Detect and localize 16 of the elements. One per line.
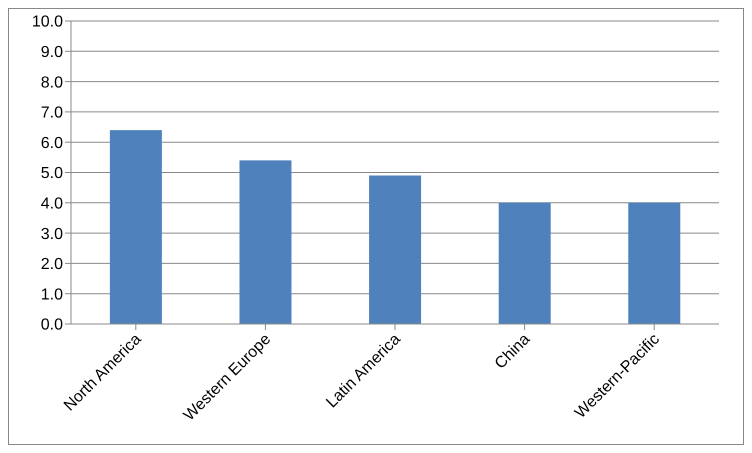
bar [110,130,162,324]
y-tick-label: 10.0 [32,14,64,31]
y-tick-label: 5.0 [40,165,64,182]
y-tick-label: 9.0 [40,44,64,61]
y-tick-label: 3.0 [40,226,64,243]
y-tick-label: 0.0 [40,316,64,334]
y-tick-label: 1.0 [40,286,64,304]
bar [239,160,292,324]
bar [369,176,422,324]
y-tick-label: 6.0 [40,134,64,152]
y-tick-label: 2.0 [40,256,64,274]
y-tick-label: 8.0 [40,74,64,92]
y-tick-label: 7.0 [40,104,64,122]
bar [628,202,680,324]
y-tick-label: 4.0 [40,195,64,212]
bar [498,202,551,324]
